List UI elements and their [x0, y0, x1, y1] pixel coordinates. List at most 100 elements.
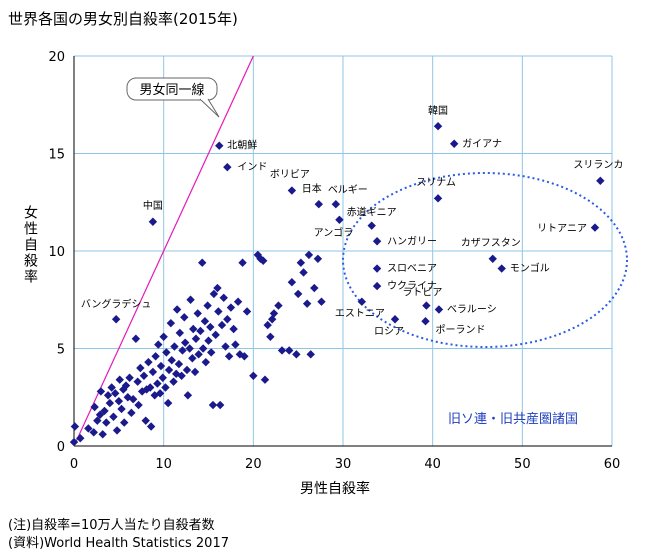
data-point	[70, 422, 80, 431]
data-point	[169, 377, 178, 386]
data-point	[90, 402, 99, 412]
data-point	[185, 344, 194, 353]
data-point	[193, 309, 202, 318]
data-point	[189, 324, 198, 334]
data-point	[154, 340, 163, 349]
data-point	[89, 428, 98, 437]
points-group	[69, 122, 605, 447]
data-point	[131, 334, 141, 343]
point-label: 赤道ギニア	[347, 206, 397, 219]
x-tick-label: 20	[245, 457, 262, 472]
data-point	[215, 400, 225, 410]
axes	[73, 56, 612, 447]
x-tick-label: 60	[604, 457, 621, 472]
x-tick-label: 10	[155, 457, 172, 472]
data-point-labeled	[433, 194, 443, 203]
point-label: モンゴル	[510, 262, 550, 275]
callout-pointer	[199, 98, 220, 118]
data-point	[313, 254, 323, 263]
data-point	[292, 350, 301, 359]
data-point-labeled	[596, 176, 605, 185]
data-point	[285, 346, 294, 355]
data-point	[69, 437, 79, 447]
data-point	[287, 278, 297, 287]
x-tick-label: 40	[424, 457, 441, 472]
data-point-labeled	[223, 162, 232, 172]
data-point	[200, 317, 210, 326]
point-label: エストニア	[335, 309, 385, 320]
data-point	[224, 352, 234, 361]
data-point	[141, 416, 150, 425]
data-point	[302, 299, 312, 308]
y-tick-label: 20	[48, 50, 65, 65]
point-label: 日本	[302, 182, 322, 195]
point-label: リトアニア	[537, 224, 587, 235]
point-label: スロベニア	[387, 263, 437, 275]
data-point	[219, 293, 228, 302]
data-point	[121, 381, 131, 390]
data-point	[226, 303, 236, 312]
data-point	[127, 408, 136, 418]
data-point	[186, 295, 195, 304]
data-point	[208, 400, 218, 410]
chart-title: 世界各国の男女別自殺率(2015年)	[8, 10, 238, 28]
data-point	[214, 307, 223, 316]
point-label: ガイアナ	[462, 138, 502, 150]
data-point	[206, 348, 216, 357]
data-point	[198, 258, 207, 267]
point-label: 北朝鮮	[227, 139, 257, 152]
data-point	[159, 332, 168, 341]
data-point	[201, 357, 211, 367]
data-point	[178, 346, 187, 355]
data-point	[117, 404, 126, 414]
data-point	[172, 305, 182, 314]
data-point	[296, 258, 306, 267]
x-tick-label: 50	[514, 457, 531, 472]
data-point	[111, 389, 120, 398]
point-label: 中国	[143, 199, 163, 212]
data-point	[317, 297, 326, 306]
data-point	[119, 385, 128, 394]
point-label: ラトビア	[402, 287, 442, 299]
data-point	[139, 371, 149, 380]
data-point	[203, 301, 212, 310]
data-point	[209, 289, 219, 299]
data-point	[100, 406, 109, 416]
reference-line-callout	[126, 77, 218, 101]
data-point	[163, 398, 173, 408]
data-point	[105, 398, 115, 408]
data-point	[133, 377, 142, 386]
data-point	[125, 373, 134, 382]
x-tick-label: 30	[335, 457, 352, 472]
y-tick-label: 5	[57, 343, 65, 358]
data-point	[223, 315, 232, 324]
data-point	[266, 332, 275, 341]
data-point	[198, 344, 208, 353]
former-soviet-region-ellipse	[342, 172, 628, 348]
data-point-labeled	[367, 221, 376, 230]
data-point	[96, 387, 106, 396]
data-point	[158, 373, 167, 382]
data-point	[183, 391, 193, 400]
data-point	[167, 356, 176, 365]
point-label: ウクライナ	[387, 280, 437, 292]
data-point	[206, 322, 215, 332]
data-point	[180, 313, 189, 322]
data-point	[277, 346, 287, 355]
reference-line	[73, 55, 254, 447]
data-point	[114, 396, 124, 406]
data-point	[180, 338, 190, 347]
y-axis-label: 女性自殺率	[22, 205, 38, 285]
point-label: バングラデシュ	[81, 297, 152, 310]
data-point	[211, 330, 220, 340]
data-point-labeled	[111, 315, 121, 324]
data-point	[274, 301, 283, 310]
data-point-labeled	[390, 315, 400, 324]
data-point	[156, 361, 166, 371]
data-point-labeled	[314, 200, 323, 209]
point-label: ポーランド	[435, 324, 485, 336]
data-point	[299, 268, 308, 277]
data-point	[136, 363, 145, 373]
data-point-labeled	[590, 223, 600, 232]
